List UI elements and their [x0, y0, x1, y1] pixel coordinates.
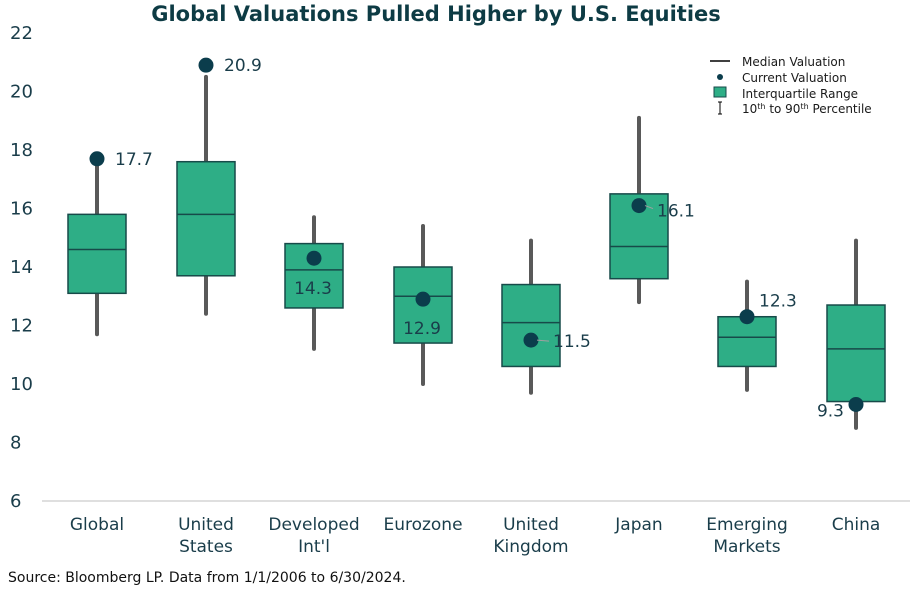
y-tick-label: 14	[10, 257, 33, 278]
current-value-label: 17.7	[115, 150, 153, 170]
current-value-label: 16.1	[657, 202, 695, 222]
x-tick-label: Eurozone	[383, 515, 462, 535]
iqr-box	[717, 315, 777, 368]
legend-range-label: 10th to 90th Percentile	[742, 102, 872, 116]
y-tick-label: 8	[10, 433, 21, 454]
iqr-box	[501, 283, 561, 368]
box-group: 12.3	[717, 279, 797, 392]
y-tick-label: 12	[10, 316, 33, 337]
current-dot	[415, 291, 431, 307]
current-dot	[89, 151, 105, 167]
current-value-label: 9.3	[817, 401, 844, 421]
x-tick-label: Markets	[713, 537, 780, 557]
current-dot	[631, 198, 647, 214]
x-tick-label: United	[503, 515, 559, 535]
legend-current-swatch	[717, 74, 723, 80]
x-tick-label: Developed	[268, 515, 359, 535]
iqr-box	[67, 213, 127, 295]
legend-current-label: Current Valuation	[742, 71, 847, 85]
box-group: 11.5	[501, 238, 591, 395]
y-axis: 6 8 10 12 14 16 18 20 22	[10, 23, 33, 512]
box-group: 9.3	[817, 238, 886, 430]
y-tick-label: 22	[10, 23, 33, 44]
legend-iqr-swatch	[713, 86, 727, 98]
plot-area: 17.7 20.9 14.3 12.9 11.5 16.1 12.3 9.3	[67, 56, 886, 430]
box-group: 14.3	[284, 215, 344, 351]
current-value-label: 11.5	[553, 332, 591, 352]
chart-title: Global Valuations Pulled Higher by U.S. …	[151, 2, 721, 26]
legend: Median Valuation Current Valuation Inter…	[710, 55, 872, 116]
legend-range-swatch	[718, 101, 722, 115]
x-tick-label: Emerging	[706, 515, 788, 535]
x-tick-label: China	[832, 515, 881, 535]
iqr-box	[176, 160, 236, 277]
label-leader	[536, 339, 550, 342]
legend-median-label: Median Valuation	[742, 55, 845, 69]
box-group: 17.7	[67, 150, 153, 337]
current-dot	[848, 396, 864, 412]
box-group: 12.9	[393, 224, 453, 386]
y-tick-label: 18	[10, 140, 33, 161]
current-dot	[739, 309, 755, 325]
box-group: 16.1	[609, 115, 695, 305]
x-tick-label: Kingdom	[493, 537, 568, 557]
x-tick-label: Japan	[614, 515, 662, 535]
y-tick-label: 20	[10, 82, 33, 103]
current-dot	[306, 250, 322, 266]
y-tick-label: 6	[10, 491, 21, 512]
current-value-label: 20.9	[224, 56, 262, 76]
current-value-label: 14.3	[294, 279, 332, 299]
x-tick-label: Int'l	[298, 537, 330, 557]
x-tick-label: States	[179, 537, 233, 557]
y-tick-label: 16	[10, 199, 33, 220]
legend-iqr-label: Interquartile Range	[742, 87, 858, 101]
x-tick-label: United	[178, 515, 234, 535]
label-leader	[644, 205, 654, 210]
current-value-label: 12.9	[403, 319, 441, 339]
current-dot	[198, 57, 214, 73]
y-tick-label: 10	[10, 374, 33, 395]
source-note: Source: Bloomberg LP. Data from 1/1/2006…	[8, 570, 406, 586]
box-group: 20.9	[176, 56, 262, 316]
x-axis: Global UnitedStatesDevelopedInt'lEurozone…	[70, 515, 880, 557]
x-tick-label: Global	[70, 515, 124, 535]
current-value-label: 12.3	[759, 292, 797, 312]
iqr-box	[826, 304, 886, 403]
current-dot	[523, 332, 539, 348]
